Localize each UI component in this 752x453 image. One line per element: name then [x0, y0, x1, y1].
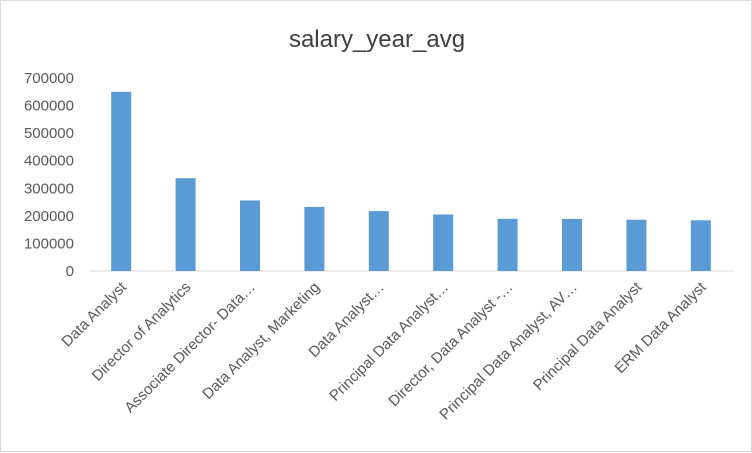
- y-tick-label: 100000: [24, 235, 74, 252]
- y-tick-label: 300000: [24, 180, 74, 197]
- x-category-label: Principal Data Analyst…: [326, 279, 452, 405]
- x-category-label: Data Analyst: [58, 278, 130, 350]
- x-category-label: Data Analyst, Marketing: [199, 279, 323, 403]
- bar: [368, 211, 389, 271]
- bar: [433, 214, 454, 271]
- bar: [240, 200, 260, 271]
- bar: [690, 220, 711, 271]
- bar: [175, 178, 196, 271]
- bar: [562, 218, 582, 271]
- x-category-label: Associate Director- Data…: [121, 279, 259, 417]
- y-tick-label: 0: [66, 263, 74, 280]
- y-axis-tick-labels: 0 100000 200000 300000 400000 500000 600000 700…: [24, 70, 74, 280]
- bar: [304, 206, 325, 271]
- y-tick-label: 400000: [24, 153, 74, 170]
- y-tick-label: 700000: [24, 70, 74, 87]
- bar: [626, 219, 647, 271]
- bars-group: [111, 91, 711, 272]
- bar: [497, 218, 518, 271]
- x-category-label: Principal Data Analyst: [530, 278, 646, 394]
- y-tick-label: 600000: [24, 98, 74, 115]
- chart-title: salary_year_avg: [289, 26, 465, 53]
- bar: [111, 91, 132, 272]
- x-category-label: Principal Data Analyst, AV…: [436, 279, 580, 423]
- y-tick-label: 200000: [24, 208, 74, 225]
- x-category-label: Director, Data Analyst -…: [385, 279, 516, 410]
- y-tick-label: 500000: [24, 125, 74, 142]
